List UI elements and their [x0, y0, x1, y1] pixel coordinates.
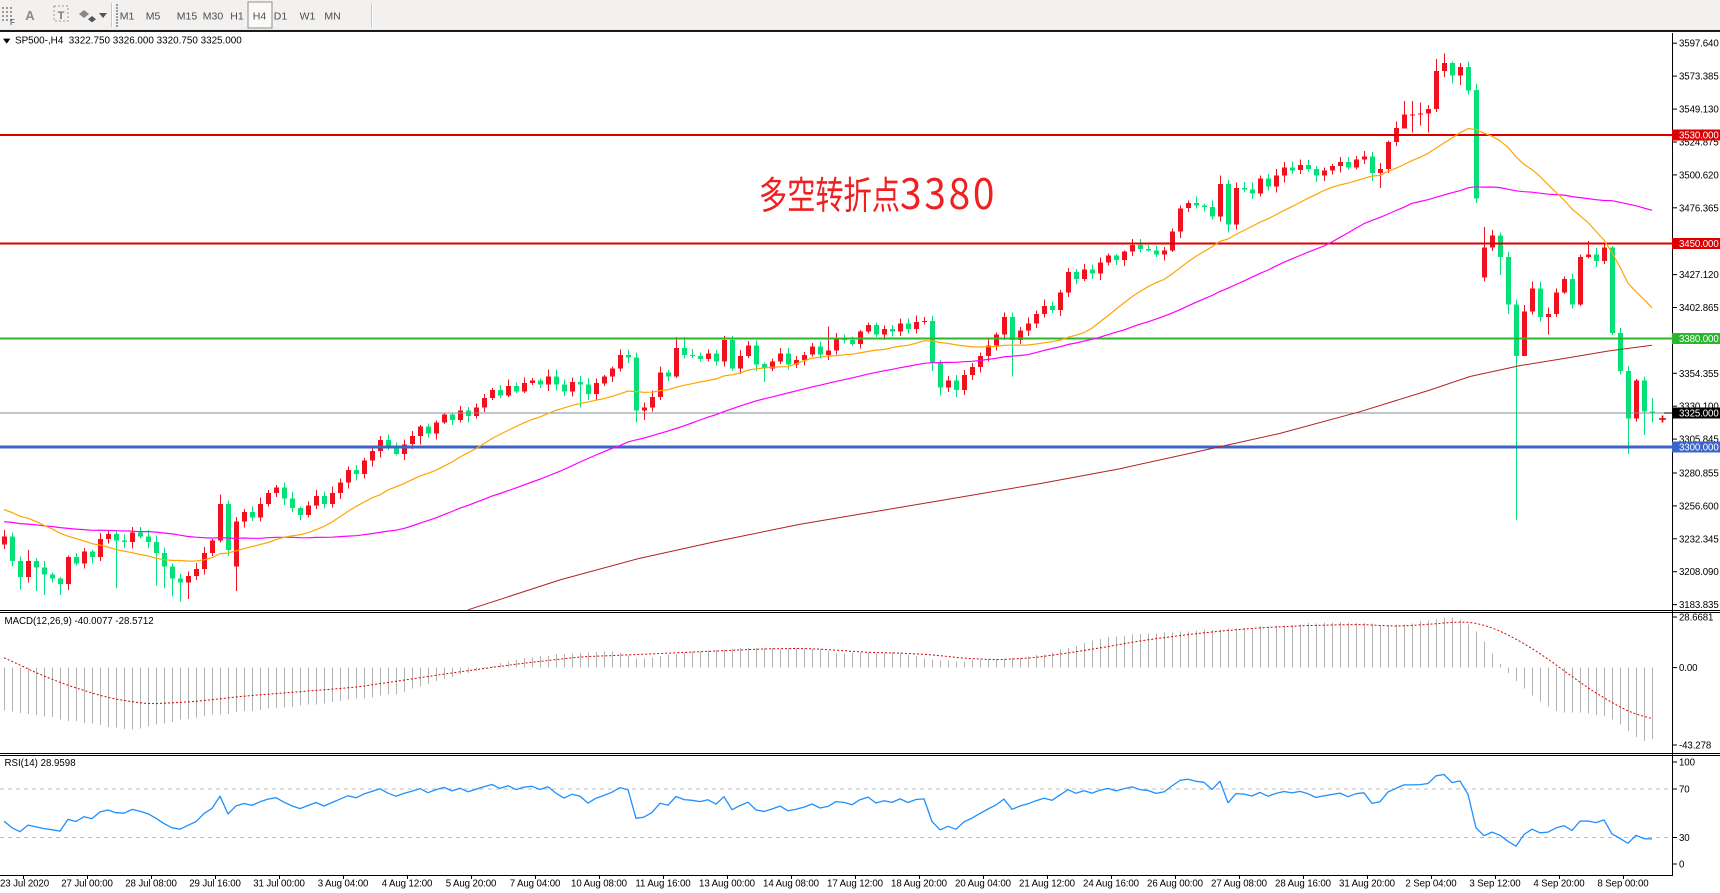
svg-text:D1: D1 [274, 11, 288, 23]
svg-text:13 Aug 00:00: 13 Aug 00:00 [699, 879, 756, 890]
svg-text:MACD(12,26,9) -40.0077 -28.571: MACD(12,26,9) -40.0077 -28.5712 [5, 616, 154, 627]
svg-text:28 Jul 08:00: 28 Jul 08:00 [125, 879, 177, 890]
svg-text:3305.845: 3305.845 [1679, 435, 1719, 446]
svg-text:5 Aug 20:00: 5 Aug 20:00 [446, 879, 497, 890]
svg-text:29 Jul 16:00: 29 Jul 16:00 [189, 879, 241, 890]
svg-text:0: 0 [1679, 860, 1685, 871]
svg-text:14 Aug 08:00: 14 Aug 08:00 [763, 879, 820, 890]
svg-text:M1: M1 [120, 11, 135, 23]
svg-text:3 Sep 12:00: 3 Sep 12:00 [1469, 879, 1521, 890]
svg-text:3524.875: 3524.875 [1679, 138, 1719, 149]
svg-text:23 Jul 2020: 23 Jul 2020 [0, 879, 50, 890]
svg-text:SP500-,H4 3322.750 3326.000 3: SP500-,H4 3322.750 3326.000 3320.750 332… [15, 36, 242, 47]
svg-text:70: 70 [1679, 785, 1690, 796]
svg-text:F: F [10, 18, 15, 27]
svg-text:31 Aug 20:00: 31 Aug 20:00 [1339, 879, 1396, 890]
svg-text:M30: M30 [203, 11, 224, 23]
svg-text:MN: MN [324, 11, 340, 23]
svg-text:-43.278: -43.278 [1679, 741, 1711, 752]
svg-text:3530.000: 3530.000 [1679, 131, 1719, 142]
svg-text:28 Aug 16:00: 28 Aug 16:00 [1275, 879, 1332, 890]
svg-text:3476.365: 3476.365 [1679, 203, 1719, 214]
svg-text:3300.000: 3300.000 [1679, 443, 1719, 454]
svg-text:M5: M5 [146, 11, 161, 23]
svg-text:RSI(14) 28.9598: RSI(14) 28.9598 [5, 758, 76, 769]
svg-text:3549.130: 3549.130 [1679, 105, 1719, 116]
svg-text:2 Sep 04:00: 2 Sep 04:00 [1405, 879, 1457, 890]
svg-text:30: 30 [1679, 833, 1690, 844]
svg-text:27 Aug 08:00: 27 Aug 08:00 [1211, 879, 1268, 890]
svg-text:3427.120: 3427.120 [1679, 270, 1719, 281]
svg-text:20 Aug 04:00: 20 Aug 04:00 [955, 879, 1012, 890]
svg-text:W1: W1 [300, 11, 316, 23]
svg-text:31 Jul 00:00: 31 Jul 00:00 [253, 879, 305, 890]
svg-text:26 Aug 00:00: 26 Aug 00:00 [1147, 879, 1204, 890]
svg-text:28.6681: 28.6681 [1679, 613, 1713, 624]
svg-text:3325.000: 3325.000 [1679, 409, 1719, 420]
svg-text:10 Aug 08:00: 10 Aug 08:00 [571, 879, 628, 890]
svg-text:4 Sep 20:00: 4 Sep 20:00 [1533, 879, 1585, 890]
svg-text:A: A [25, 8, 35, 23]
svg-text:8 Sep 00:00: 8 Sep 00:00 [1597, 879, 1649, 890]
svg-text:3330.100: 3330.100 [1679, 402, 1719, 413]
svg-text:11 Aug 16:00: 11 Aug 16:00 [635, 879, 691, 890]
svg-text:3380.000: 3380.000 [1679, 334, 1719, 345]
svg-text:3208.090: 3208.090 [1679, 567, 1719, 578]
svg-text:3573.385: 3573.385 [1679, 72, 1719, 83]
svg-text:100: 100 [1679, 758, 1696, 769]
svg-text:M15: M15 [177, 11, 198, 23]
svg-text:3 Aug 04:00: 3 Aug 04:00 [318, 879, 369, 890]
svg-text:3280.855: 3280.855 [1679, 469, 1719, 480]
svg-text:T: T [58, 10, 65, 22]
svg-text:3450.000: 3450.000 [1679, 239, 1719, 250]
svg-text:3256.600: 3256.600 [1679, 501, 1719, 512]
svg-text:18 Aug 20:00: 18 Aug 20:00 [891, 879, 948, 890]
svg-text:3597.640: 3597.640 [1679, 39, 1719, 50]
svg-text:3183.835: 3183.835 [1679, 600, 1719, 611]
svg-text:3500.620: 3500.620 [1679, 170, 1719, 181]
svg-text:3402.865: 3402.865 [1679, 303, 1719, 314]
svg-text:H4: H4 [253, 11, 267, 23]
svg-text:3232.345: 3232.345 [1679, 534, 1719, 545]
svg-text:21 Aug 12:00: 21 Aug 12:00 [1019, 879, 1076, 890]
svg-text:24 Aug 16:00: 24 Aug 16:00 [1083, 879, 1140, 890]
svg-text:3354.355: 3354.355 [1679, 369, 1719, 380]
svg-text:4 Aug 12:00: 4 Aug 12:00 [382, 879, 433, 890]
svg-text:27 Jul 00:00: 27 Jul 00:00 [61, 879, 113, 890]
svg-text:H1: H1 [230, 11, 244, 23]
svg-text:0.00: 0.00 [1679, 663, 1698, 674]
svg-text:17 Aug 12:00: 17 Aug 12:00 [827, 879, 884, 890]
svg-text:7 Aug 04:00: 7 Aug 04:00 [510, 879, 561, 890]
